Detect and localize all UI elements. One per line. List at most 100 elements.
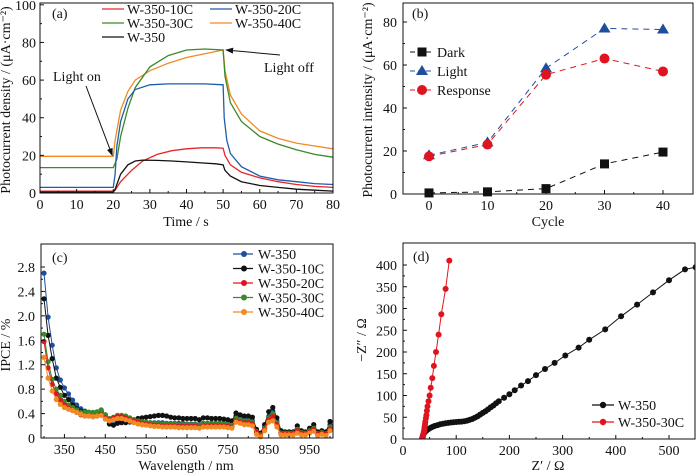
data-point: [110, 422, 117, 428]
data-point: [302, 432, 309, 438]
data-point: [319, 431, 325, 437]
data-point: [233, 419, 239, 425]
data-point: [41, 354, 47, 360]
arrow-light-on: [85, 85, 113, 157]
x-tick-label: 750: [217, 443, 238, 458]
y-tick-label: 250: [376, 324, 397, 339]
data-point: [147, 423, 153, 429]
legend-item: W-350-40C: [233, 306, 324, 321]
panel-a-label: (a): [52, 7, 68, 22]
data-point: [172, 424, 178, 430]
legend-marker: [241, 294, 247, 301]
legend-label: W-350-30C: [258, 292, 324, 307]
legend-label: W-350-30C: [618, 416, 684, 431]
legend-label: W-350-20C: [235, 3, 301, 18]
data-point: [127, 418, 133, 424]
legend-marker: [599, 418, 607, 426]
data-point-response: [424, 151, 434, 162]
data-point: [237, 420, 243, 426]
data-point: [123, 417, 129, 423]
data-point: [155, 412, 161, 418]
data-point: [184, 415, 190, 422]
panel-c: 350 450 550 650 750 850 950 0 0.4 0.8 1.2 1.6 2.0 2.4…: [0, 243, 334, 474]
x-tick-label: 60: [253, 198, 267, 213]
panel-b-plot-area: [423, 22, 669, 198]
data-point: [501, 394, 508, 401]
data-point: [213, 424, 219, 430]
data-point: [253, 431, 260, 437]
legend-item: Dark: [410, 46, 465, 61]
legend-item: W-350-20C: [210, 3, 301, 18]
data-point: [114, 420, 121, 426]
legend-item: W-350-20C: [233, 277, 324, 292]
data-point: [221, 424, 227, 430]
legend-label: W-350-10C: [258, 263, 324, 278]
data-point: [143, 422, 149, 428]
x-tick-label: 40: [180, 198, 194, 213]
panel-a-xlabel: Time / s: [163, 215, 208, 230]
data-point-response: [599, 53, 610, 64]
panel-d-ylabel: −Z″ / Ω: [355, 318, 370, 362]
legend-item: W-350-10C: [233, 263, 324, 278]
panel-a: 0 10 20 30 40 50 60 70 80 0 20 40 60 80 100 (a) Time /…: [0, 0, 340, 230]
y-tick-label: 0: [28, 432, 35, 447]
data-point: [278, 432, 284, 438]
series-line-w-350: [40, 159, 334, 193]
x-tick-label: 20: [106, 198, 120, 213]
x-tick-label: 500: [659, 444, 680, 459]
data-point: [221, 416, 227, 422]
data-point: [442, 285, 449, 292]
data-point: [94, 409, 100, 415]
series-line-response: [428, 58, 664, 157]
data-point: [57, 384, 63, 390]
series-w-350-40c: [41, 354, 333, 440]
data-point: [692, 264, 695, 271]
data-point: [204, 415, 210, 421]
legend-item: W-350-10C: [102, 3, 193, 18]
data-point: [245, 422, 251, 428]
series-line-w-350-40c: [40, 49, 334, 157]
x-tick-label: 550: [136, 443, 157, 458]
data-point: [151, 423, 157, 429]
legend-label: W-350: [258, 248, 296, 263]
data-point: [74, 409, 80, 415]
data-point-dark: [658, 147, 668, 157]
x-tick-label: 300: [552, 444, 573, 459]
data-point: [425, 398, 432, 405]
data-point: [233, 410, 239, 416]
data-point: [172, 415, 178, 421]
data-point: [438, 311, 445, 318]
data-point: [282, 432, 288, 438]
panel-d-label: (d): [413, 250, 430, 265]
data-point-dark: [600, 159, 609, 169]
data-point: [290, 432, 296, 438]
panel-d-plot-area: [419, 257, 695, 439]
data-point-response: [658, 66, 668, 77]
data-point-response: [482, 139, 493, 150]
data-point: [666, 277, 672, 284]
data-point: [518, 382, 525, 389]
data-point: [602, 326, 609, 333]
panel-b-label: (b): [412, 7, 429, 22]
data-point: [298, 432, 304, 438]
x-tick-label: 10: [481, 199, 495, 214]
data-point: [294, 430, 300, 436]
x-tick-label: 40: [656, 199, 670, 214]
legend-marker: [241, 280, 247, 286]
y-tick-label: 2.8: [18, 261, 36, 276]
legend-marker: [417, 47, 427, 57]
data-point: [237, 412, 243, 418]
legend-item: W-350-30C: [592, 416, 684, 431]
legend-marker: [241, 265, 247, 272]
data-point: [147, 414, 153, 420]
legend-marker: [599, 401, 607, 409]
series-line-w-350-30c: [40, 48, 334, 169]
data-point: [41, 270, 47, 276]
data-point: [164, 413, 170, 419]
data-point: [41, 331, 47, 337]
data-point-light: [598, 22, 611, 33]
legend-item: W-350: [592, 399, 656, 414]
data-point: [270, 414, 276, 420]
y-tick-label: 0.4: [18, 408, 36, 423]
legend-item: W-350: [102, 31, 165, 46]
